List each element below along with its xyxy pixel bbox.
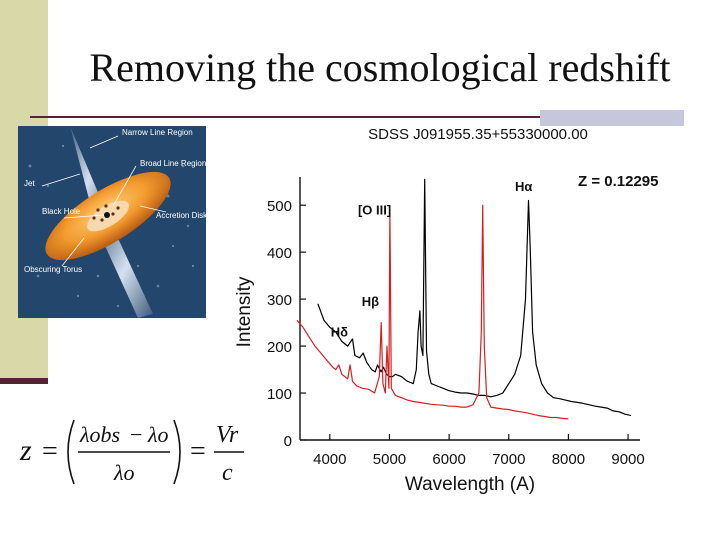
series-rest-frame bbox=[296, 204, 569, 420]
title-rule-block bbox=[540, 110, 684, 126]
label-black-hole: Black Hole bbox=[42, 207, 81, 216]
x-tick-label: 6000 bbox=[432, 451, 465, 468]
formula-equals-1: = bbox=[42, 436, 58, 467]
formula-lambda-o-num: λo bbox=[147, 422, 169, 447]
formula-lambda-o-den: λo bbox=[113, 460, 135, 485]
paren-left bbox=[67, 419, 75, 485]
annotation-label: Hα bbox=[515, 179, 532, 194]
x-tick-label: 4000 bbox=[313, 451, 346, 468]
agn-illustration: Narrow Line Region Broad Line Region Jet… bbox=[24, 126, 206, 318]
redshift-value: Z = 0.12295 bbox=[578, 173, 658, 190]
broad-line-clouds bbox=[92, 204, 120, 222]
chart-title: SDSS J091955.35+55330000.00 bbox=[368, 126, 588, 143]
formula-lambda-obs: λobs bbox=[79, 422, 120, 447]
chart-ticks: 0 100 200 300 400 500 4000 5000 6000 7000 8000 9000 bbox=[267, 198, 645, 468]
y-tick-label: 500 bbox=[267, 198, 292, 215]
label-broad-line-region: Broad Line Region bbox=[140, 159, 206, 168]
star-field bbox=[28, 144, 195, 308]
x-tick-label: 8000 bbox=[552, 451, 585, 468]
chart-annotations: Hα [O III] Hβ Hδ bbox=[331, 179, 533, 340]
label-accretion-disk: Accretion Disk bbox=[156, 211, 206, 220]
x-axis-label: Wavelength (A) bbox=[405, 474, 535, 495]
series-observed bbox=[317, 178, 632, 417]
slide-title: Removing the cosmological redshift bbox=[89, 45, 671, 90]
formula-z: z bbox=[19, 434, 32, 467]
sidebar-accent bbox=[0, 378, 48, 384]
formula-equals-2: = bbox=[190, 436, 206, 467]
formula-vr: Vr bbox=[216, 422, 239, 448]
y-axis-label: Intensity bbox=[234, 276, 255, 347]
black-hole-dot bbox=[104, 212, 110, 218]
y-tick-label: 200 bbox=[267, 339, 292, 356]
agn-diagram: Narrow Line Region Broad Line Region Jet… bbox=[18, 126, 206, 318]
x-tick-label: 7000 bbox=[492, 451, 525, 468]
y-tick-label: 400 bbox=[267, 245, 292, 262]
x-tick-label: 5000 bbox=[373, 451, 406, 468]
chart-axes bbox=[299, 177, 640, 441]
label-leaders bbox=[41, 135, 167, 267]
redshift-formula: z = λobs − λo λo = Vr c bbox=[19, 419, 244, 486]
label-jet: Jet bbox=[24, 179, 35, 188]
annotation-label: [O III] bbox=[358, 203, 391, 218]
paren-right bbox=[173, 419, 181, 485]
formula-minus: − bbox=[130, 422, 142, 447]
annotation-label: Hδ bbox=[331, 325, 348, 340]
title-rule bbox=[30, 116, 540, 118]
y-tick-label: 100 bbox=[267, 386, 292, 403]
y-tick-label: 300 bbox=[267, 292, 292, 309]
chart-series bbox=[296, 178, 632, 420]
jet-lower bbox=[96, 221, 153, 318]
x-tick-label: 9000 bbox=[611, 451, 644, 468]
annotation-label: Hβ bbox=[362, 294, 379, 309]
y-tick-label: 0 bbox=[284, 433, 292, 450]
formula-c: c bbox=[222, 460, 233, 486]
label-obscuring-torus: Obscuring Torus bbox=[24, 265, 82, 274]
label-narrow-line-region: Narrow Line Region bbox=[122, 128, 193, 137]
